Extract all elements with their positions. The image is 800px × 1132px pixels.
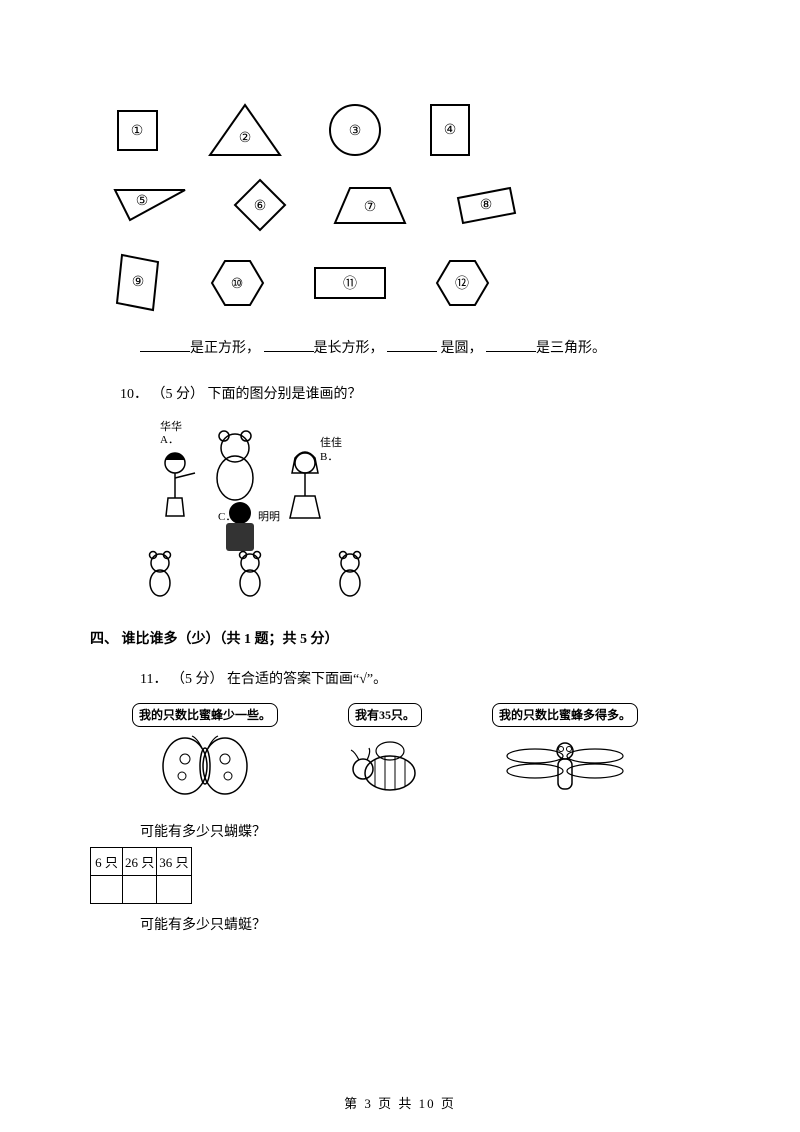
svg-text:①: ① (131, 124, 144, 139)
q11-table-butterfly: 6 只 26 只 36 只 (90, 847, 192, 904)
blank-3[interactable] (387, 338, 437, 352)
shape-row-3: ⑨ ⑩ ⑪ ⑫ (110, 250, 710, 315)
text-circle: 是圆， (437, 341, 483, 356)
shape-9-rectangle: ⑨ (110, 250, 165, 315)
shape-8-rectangle: ⑧ (450, 183, 520, 228)
q10-pts: （5 分） (152, 387, 205, 402)
shape-5-triangle: ⑤ (110, 185, 190, 225)
svg-text:A．: A． (160, 434, 179, 446)
dragonfly-icon (500, 731, 630, 801)
butterfly-icon (150, 731, 260, 801)
svg-text:⑦: ⑦ (364, 200, 377, 215)
q10-text: 下面的图分别是谁画的？ (208, 387, 362, 402)
blank-1[interactable] (140, 338, 190, 352)
shape-10-hexagon: ⑩ (205, 253, 270, 313)
shape-row-2: ⑤ ⑥ ⑦ ⑧ (110, 175, 710, 235)
q11-text: 在合适的答案下面画“√”。 (227, 672, 387, 687)
table-row (91, 876, 192, 904)
cell-36: 36 只 (157, 848, 191, 876)
text-square: 是正方形， (190, 341, 260, 356)
q9-fill-sentence: 是正方形， 是长方形， 是圆， 是三角形。 (140, 335, 710, 363)
svg-text:⑪: ⑪ (343, 276, 357, 292)
page-content: ① ② ③ ④ ⑤ ⑥ ⑦ ⑧ (0, 0, 800, 974)
bubble-2: 我有35只。 (348, 703, 422, 727)
bubble-1: 我的只数比蜜蜂少一些。 (132, 703, 278, 727)
text-rect: 是长方形， (314, 341, 384, 356)
shape-3-circle: ③ (325, 100, 385, 160)
shape-12-hexagon: ⑫ (430, 253, 495, 313)
blank-2[interactable] (264, 338, 314, 352)
svg-text:③: ③ (349, 124, 362, 139)
shape-4-rectangle: ④ (425, 100, 475, 160)
blank-4[interactable] (486, 338, 536, 352)
page-footer: 第 3 页 共 10 页 (0, 1093, 800, 1112)
q11-bee: 我有35只。 (310, 703, 460, 801)
bubble-3: 我的只数比蜜蜂多得多。 (492, 703, 638, 727)
answer-cell[interactable] (123, 876, 157, 904)
q11-butterfly: 我的只数比蜜蜂少一些。 (130, 703, 280, 801)
svg-text:明明: 明明 (258, 510, 280, 523)
svg-text:佳佳: 佳佳 (320, 435, 342, 449)
shape-6-diamond: ⑥ (230, 175, 290, 235)
q10-figure: 华华 A． 佳佳 B． C． 明明 (140, 418, 710, 603)
q11-pts: （5 分） (171, 672, 224, 687)
text-triangle: 是三角形。 (536, 341, 606, 356)
q11-figure: 我的只数比蜜蜂少一些。 我有35只。 我的只数 (130, 703, 710, 801)
q11-ask1: 可能有多少只蝴蝶？ (140, 821, 710, 841)
q10-num: 10． (120, 387, 148, 402)
cell-6: 6 只 (91, 848, 123, 876)
svg-text:华华: 华华 (160, 419, 182, 433)
q11-prompt: 11． （5 分） 在合适的答案下面画“√”。 (140, 668, 710, 688)
shape-7-trapezoid: ⑦ (330, 183, 410, 228)
shape-2-triangle: ② (205, 100, 285, 160)
table-row: 6 只 26 只 36 只 (91, 848, 192, 876)
section-4-title: 四、 谁比谁多（少）（共 1 题；共 5 分） (90, 628, 710, 648)
q11-ask2: 可能有多少只蜻蜓？ (140, 914, 710, 934)
answer-cell[interactable] (91, 876, 123, 904)
answer-cell[interactable] (157, 876, 191, 904)
shapes-figure: ① ② ③ ④ ⑤ ⑥ ⑦ ⑧ (110, 100, 710, 315)
shape-1-square: ① (110, 103, 165, 158)
shape-row-1: ① ② ③ ④ (110, 100, 710, 160)
cell-26: 26 只 (123, 848, 157, 876)
svg-text:⑨: ⑨ (132, 275, 145, 290)
svg-text:⑥: ⑥ (254, 199, 267, 214)
svg-text:②: ② (239, 131, 252, 146)
shape-11-rectangle: ⑪ (310, 263, 390, 303)
svg-text:⑩: ⑩ (231, 277, 244, 292)
svg-text:⑫: ⑫ (455, 276, 469, 292)
q11-num: 11． (140, 672, 167, 687)
q11-dragonfly: 我的只数比蜜蜂多得多。 (490, 703, 640, 801)
bee-icon (335, 731, 435, 801)
svg-text:⑤: ⑤ (136, 194, 149, 209)
svg-text:④: ④ (444, 123, 457, 138)
svg-text:⑧: ⑧ (480, 198, 493, 213)
q10-prompt: 10． （5 分） 下面的图分别是谁画的？ (120, 383, 710, 403)
q10-characters-icon: 华华 A． 佳佳 B． C． 明明 (140, 418, 420, 598)
svg-text:B．: B． (320, 451, 338, 463)
